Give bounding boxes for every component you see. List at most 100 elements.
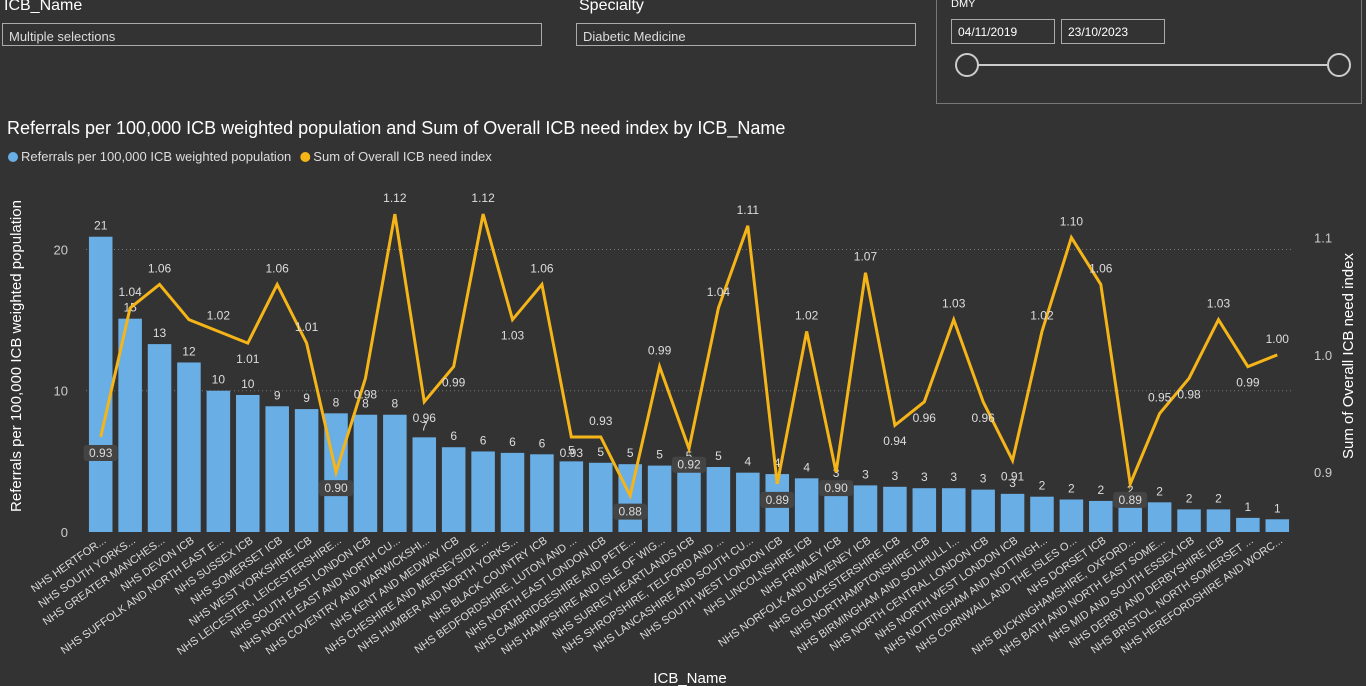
x-axis-title: ICB_Name	[653, 670, 726, 686]
bar	[736, 472, 760, 532]
bar	[1089, 500, 1113, 532]
line-label: 0.95	[1148, 391, 1172, 405]
bar	[1030, 496, 1054, 532]
bar	[1206, 509, 1231, 532]
x-tick-label: NHS BIRMINGHAM AND SOLIHULL I...	[795, 535, 961, 656]
label-box	[672, 456, 706, 473]
line-label: 0.99	[1236, 376, 1260, 390]
x-tick-label: NHS HUMBER AND NORTH YORKS...	[356, 535, 520, 655]
end-date[interactable]: 23/10/2023	[1061, 19, 1165, 44]
slicer-label: ICB_Name	[4, 0, 83, 14]
bar	[1059, 499, 1084, 532]
label-box	[760, 491, 795, 508]
x-tick-label: NHS NORFOLK AND WAVENEY ICB	[716, 535, 873, 650]
bar-label: 3	[833, 466, 840, 480]
bar-label: 2	[1215, 491, 1222, 505]
bar	[677, 467, 701, 532]
bar	[324, 413, 348, 532]
line-label: 1.12	[383, 191, 407, 205]
slider-handle[interactable]	[955, 53, 979, 77]
bar	[294, 409, 319, 532]
x-tick-label: NHS SUFFOLK AND NORTH EAST E...	[59, 535, 226, 657]
bar-label: 8	[362, 397, 369, 411]
x-tick-label: NHS HAMPSHIRE AND ISLE OF WIG...	[499, 535, 667, 658]
y-tick-label: 10	[54, 384, 68, 399]
bar-label: 10	[241, 377, 255, 391]
bar	[1177, 509, 1201, 532]
line-label: 0.96	[413, 411, 437, 425]
line-label: 1.06	[148, 261, 172, 275]
x-tick-label: NHS NORTHAMPTONSHIRE ICB	[788, 535, 932, 641]
line-label: 1.02	[1030, 308, 1054, 322]
bar-label: 4	[774, 456, 781, 470]
bar	[147, 344, 172, 532]
x-tick-label: NHS GREATER MANCHES...	[41, 535, 167, 629]
slider-track	[967, 64, 1339, 66]
x-tick-label: NHS HEREFORDSHIRE AND WORC...	[1119, 535, 1285, 656]
bar	[883, 486, 907, 532]
bar	[383, 414, 407, 532]
bar-label: 8	[333, 395, 340, 409]
bar	[618, 464, 642, 532]
bar-label: 5	[597, 445, 604, 459]
x-tick-label: NHS SUSSEX ICB	[173, 535, 256, 598]
bar	[1236, 517, 1260, 532]
x-tick-label: NHS FRIMLEY ICB	[759, 535, 844, 599]
y-axis-title: Referrals per 100,000 ICB weighted popul…	[8, 200, 25, 512]
bar	[1000, 493, 1025, 532]
x-tick-label: NHS DORSET ICB	[1025, 535, 1108, 598]
x-tick-label: NHS LEICESTER, LEICESTERSHIRE...	[175, 535, 344, 658]
bar	[559, 461, 584, 532]
bar	[353, 414, 378, 532]
bar	[588, 462, 613, 532]
line-label: 1.01	[295, 320, 319, 334]
slider-handle[interactable]	[1327, 53, 1351, 77]
line-label: 0.92	[677, 458, 701, 472]
x-tick-label: NHS SOUTH YORKS...	[36, 535, 137, 611]
line-label: 1.02	[795, 308, 819, 322]
label-box	[613, 503, 648, 520]
line-label: 1.07	[854, 250, 878, 264]
line-label: 1.03	[501, 329, 525, 343]
line-label: 0.89	[1119, 493, 1143, 507]
chart-title: Referrals per 100,000 ICB weighted popul…	[7, 118, 785, 139]
legend-label: Referrals per 100,000 ICB weighted popul…	[21, 149, 291, 164]
x-tick-label: NHS BATH AND NORTH EAST SOME...	[998, 535, 1168, 659]
date-slicer: DMY 04/11/2019 23/10/2023	[936, 0, 1362, 104]
bar-label: 5	[715, 449, 722, 463]
x-tick-label: NHS CORNWALL AND THE ISLES O...	[914, 535, 1079, 656]
x-tick-label: NHS SURREY HEARTLANDS ICB	[550, 535, 696, 642]
bar-label: 1	[1274, 501, 1281, 515]
bar-label: 9	[303, 391, 310, 405]
y-tick-label: 0	[61, 525, 68, 540]
line-label: 0.93	[89, 446, 113, 460]
line-label: 1.03	[942, 297, 966, 311]
bar-label: 3	[950, 470, 957, 484]
bar-label: 6	[539, 436, 546, 450]
bar	[647, 465, 672, 532]
x-tick-label: NHS BUCKINGHAMSHIRE, OXFORD...	[970, 535, 1138, 658]
x-tick-label: NHS COVENTRY AND WARWICKSHI...	[264, 535, 432, 658]
bar-label: 2	[1156, 484, 1163, 498]
bar	[971, 489, 995, 532]
line	[99, 213, 1278, 501]
start-date[interactable]: 04/11/2019	[951, 19, 1055, 44]
bar	[500, 452, 525, 532]
bar	[530, 454, 554, 532]
bar-label: 9	[274, 388, 281, 402]
specialty-dropdown[interactable]: Diabetic Medicine	[576, 23, 916, 46]
bar-label: 5	[568, 443, 575, 457]
x-tick-label: NHS DEVON ICB	[119, 535, 197, 595]
bar	[824, 483, 848, 532]
bar-label: 2	[1127, 483, 1134, 497]
line-label: 0.91	[1001, 469, 1025, 483]
line-label: 1.04	[118, 285, 142, 299]
x-tick-label: NHS NORTH WEST LONDON ICB	[873, 535, 1020, 643]
label-box	[319, 480, 354, 497]
bar-label: 3	[862, 467, 869, 481]
line-label: 1.00	[1266, 332, 1290, 346]
bar-label: 5	[627, 446, 634, 460]
x-tick-label: NHS CHESHIRE AND MERSEYSIDE ...	[323, 535, 491, 657]
bar	[853, 485, 878, 532]
icb-dropdown[interactable]: Multiple selections	[2, 23, 542, 46]
